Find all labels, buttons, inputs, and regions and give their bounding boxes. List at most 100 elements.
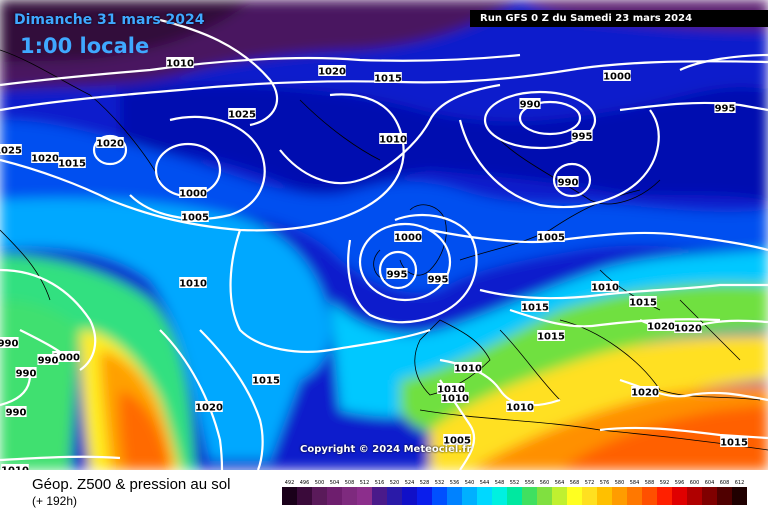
- scale-tick-label: 564: [555, 480, 565, 486]
- svg-text:1020: 1020: [96, 139, 124, 150]
- svg-text:990: 990: [16, 369, 37, 380]
- svg-text:1020: 1020: [318, 67, 346, 78]
- legend-footer: Géop. Z500 & pression au sol (+ 192h) 49…: [0, 470, 768, 512]
- svg-text:1010: 1010: [454, 364, 482, 375]
- svg-text:1015: 1015: [58, 159, 86, 170]
- scale-swatch: [657, 487, 672, 505]
- scale-swatch: [357, 487, 372, 505]
- pressure-label: 1015: [629, 296, 657, 309]
- svg-text:1010: 1010: [437, 385, 465, 396]
- scale-tick-label: 504: [330, 480, 340, 486]
- scale-swatch: [462, 487, 477, 505]
- scale-swatch: [282, 487, 297, 505]
- map-canvas: 1010102010151025100099099599510201010102…: [0, 0, 768, 470]
- pressure-label: 1010: [179, 277, 207, 290]
- scale-tick-label: 596: [675, 480, 685, 486]
- pressure-label: 1005: [181, 211, 209, 224]
- scale-swatch: [732, 487, 747, 505]
- svg-text:990: 990: [6, 408, 27, 419]
- map-title: Géop. Z500 & pression au sol: [32, 476, 231, 493]
- scale-tick-label: 612: [735, 480, 745, 486]
- svg-text:990: 990: [0, 339, 18, 350]
- pressure-label: 1020: [647, 320, 675, 333]
- scale-tick-label: 584: [630, 480, 640, 486]
- scale-swatch: [342, 487, 357, 505]
- svg-text:1010: 1010: [506, 403, 534, 414]
- pressure-label: 1020: [674, 322, 702, 335]
- scale-swatch: [372, 487, 387, 505]
- svg-text:1010: 1010: [166, 59, 194, 70]
- scale-tick-label: 552: [510, 480, 520, 486]
- pressure-label: 1020: [318, 65, 346, 78]
- scale-swatch: [627, 487, 642, 505]
- svg-text:1015: 1015: [629, 298, 657, 309]
- scale-tick-label: 600: [690, 480, 700, 486]
- svg-text:1020: 1020: [631, 388, 659, 399]
- pressure-label: 990: [519, 98, 541, 111]
- scale-tick-label: 540: [465, 480, 475, 486]
- scale-tick-label: 592: [660, 480, 670, 486]
- scale-tick-label: 512: [360, 480, 370, 486]
- svg-text:1020: 1020: [195, 403, 223, 414]
- pressure-label: 1000: [603, 70, 631, 83]
- svg-text:1000: 1000: [52, 353, 80, 364]
- pressure-label: 1025: [228, 108, 256, 121]
- svg-text:1010: 1010: [441, 394, 469, 405]
- scale-swatch: [297, 487, 312, 505]
- pressure-label: 1010: [166, 57, 194, 70]
- svg-text:990: 990: [558, 178, 579, 189]
- svg-text:995: 995: [428, 275, 449, 286]
- scale-swatch: [552, 487, 567, 505]
- weather-map: 1010102010151025100099099599510201010102…: [0, 0, 768, 470]
- scale-tick-label: 496: [300, 480, 310, 486]
- scale-tick-label: 520: [390, 480, 400, 486]
- scale-tick-label: 548: [495, 480, 505, 486]
- scale-tick-label: 492: [285, 480, 295, 486]
- pressure-label: 1010: [437, 383, 465, 396]
- pressure-label: 1010: [441, 392, 469, 405]
- scale-tick-label: 508: [345, 480, 355, 486]
- svg-text:990: 990: [38, 356, 59, 367]
- pressure-label: 1005: [443, 434, 471, 447]
- svg-text:1005: 1005: [443, 436, 471, 447]
- scale-tick-label: 500: [315, 480, 325, 486]
- scale-tick-label: 568: [570, 480, 580, 486]
- scale-swatch: [612, 487, 627, 505]
- scale-swatch: [522, 487, 537, 505]
- svg-text:1005: 1005: [537, 233, 565, 244]
- colour-scale: 492 496 500 504 508 512 516 520 524 528 532 536 540 5…: [282, 480, 747, 505]
- scale-tick-label: 528: [420, 480, 430, 486]
- pressure-label: 1010: [379, 133, 407, 146]
- scale-tick-label: 532: [435, 480, 445, 486]
- model-run-banner: Run GFS 0 Z du Samedi 23 mars 2024: [470, 10, 768, 27]
- svg-text:1025: 1025: [228, 110, 256, 121]
- pressure-label: 1015: [58, 157, 86, 170]
- pressure-label: 1015: [374, 72, 402, 85]
- pressure-label: 1020: [31, 152, 59, 165]
- svg-text:995: 995: [387, 270, 408, 281]
- svg-text:1025: 1025: [0, 146, 22, 157]
- scale-swatch: [402, 487, 417, 505]
- scale-swatch: [582, 487, 597, 505]
- scale-tick-label: 556: [525, 480, 535, 486]
- pressure-label: 1015: [252, 374, 280, 387]
- scale-swatch: [432, 487, 447, 505]
- pressure-label: 1010: [454, 362, 482, 375]
- pressure-label: 990: [37, 354, 59, 367]
- scale-tick-label: 608: [720, 480, 730, 486]
- scale-swatch: [447, 487, 462, 505]
- pressure-label: 990: [15, 367, 37, 380]
- svg-text:1000: 1000: [179, 189, 207, 200]
- svg-text:1010: 1010: [179, 279, 207, 290]
- pressure-label: 995: [714, 102, 736, 115]
- pressure-label: 995: [386, 268, 408, 281]
- pressure-label: 1010: [591, 281, 619, 294]
- pressure-label: 1005: [537, 231, 565, 244]
- forecast-hour: 1:00 locale: [20, 34, 150, 58]
- pressure-label: 1000: [394, 231, 422, 244]
- svg-text:1015: 1015: [374, 74, 402, 85]
- svg-text:1000: 1000: [394, 233, 422, 244]
- scale-swatch: [327, 487, 342, 505]
- svg-text:1020: 1020: [647, 322, 675, 333]
- scale-tick-label: 580: [615, 480, 625, 486]
